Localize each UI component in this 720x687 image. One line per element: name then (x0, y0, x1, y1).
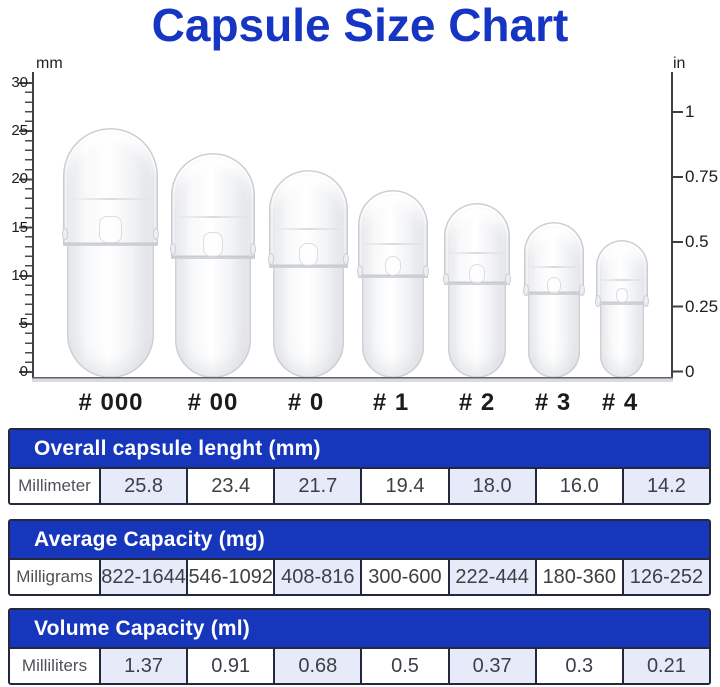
table-cell: 222-444 (447, 560, 535, 594)
size-label-3: # 3 (534, 389, 572, 416)
capsule-size-2 (443, 203, 511, 378)
table-average-capacity: Average Capacity (mg) Milligrams 822-164… (8, 519, 711, 596)
capsule-seam (447, 252, 507, 254)
table-overall-length-header: Overall capsule lenght (mm) (10, 430, 709, 467)
in-unit-label: in (673, 55, 686, 72)
table-volume-capacity: Volume Capacity (ml) Milliliters 1.37 0.… (8, 608, 711, 685)
table-cell: 0.21 (621, 649, 709, 683)
table-cell: 408-816 (273, 560, 361, 594)
mm-unit-label: mm (36, 55, 63, 72)
size-label-1: # 1 (372, 389, 410, 416)
size-label-2: # 2 (458, 389, 496, 416)
row-label: Millimeter (10, 469, 99, 503)
capsule-seam (68, 198, 153, 200)
table-cell: 25.8 (99, 469, 187, 503)
mm-minor-ticks (25, 82, 33, 375)
row-label: Milliliters (10, 649, 99, 683)
capsule-size-0 (268, 170, 349, 378)
capsule-size-1 (357, 190, 429, 378)
table-cell: 23.4 (186, 469, 273, 503)
table-cell: 0.3 (534, 649, 622, 683)
capsule-highlight (99, 215, 122, 243)
capsule-size-4 (595, 240, 649, 378)
in-tick-1: 1 (685, 102, 695, 121)
capsule-highlight (384, 255, 402, 277)
capsule-seam (176, 216, 250, 218)
capsule-highlight (299, 242, 318, 266)
in-tick-075: 0.75 (685, 167, 719, 186)
in-axis-line (671, 72, 673, 379)
capsule-dimple-right (579, 284, 585, 297)
table-overall-length: Overall capsule lenght (mm) Millimeter 2… (8, 428, 711, 505)
size-label-0: # 0 (287, 389, 325, 416)
mm-tick-10: 10 (11, 267, 28, 284)
capsule-dimple-left (268, 253, 274, 266)
table-cell: 19.4 (360, 469, 447, 503)
table-cell: 546-1092 (186, 560, 273, 594)
size-label-00: # 00 (187, 389, 239, 416)
capsule-seam (362, 242, 424, 245)
capsule-seam (599, 278, 645, 281)
baseline (32, 377, 673, 382)
mm-tick-5: 5 (19, 315, 28, 332)
size-label-4: # 4 (601, 389, 639, 416)
table-cell: 822-1644 (99, 560, 187, 594)
row-label: Milligrams (10, 560, 99, 594)
table-row: Milliliters 1.37 0.91 0.68 0.5 0.37 0.3 … (10, 647, 709, 683)
capsule-dimple-left (443, 273, 449, 285)
table-cell: 21.7 (273, 469, 361, 503)
capsule-dimple-right (153, 228, 159, 240)
size-label-000: # 000 (78, 389, 144, 416)
capsule-seam (527, 265, 581, 268)
table-cell: 0.37 (447, 649, 535, 683)
table-cell: 1.37 (99, 649, 187, 683)
table-cell: 0.91 (186, 649, 273, 683)
mm-tick-25: 25 (11, 122, 28, 139)
table-cell: 180-360 (534, 560, 622, 594)
capsule-size-000 (62, 128, 159, 378)
table-row: Milligrams 822-1644 546-1092 408-816 300… (10, 558, 709, 594)
page-title: Capsule Size Chart (151, 0, 569, 51)
in-tick-0: 0 (685, 362, 695, 381)
capsule-dimple-left (595, 295, 601, 308)
capsule-highlight (469, 264, 485, 284)
capsule-highlight (546, 276, 562, 294)
in-tick-025: 0.25 (685, 297, 719, 316)
capsule-seam (273, 228, 344, 231)
capsule-dimple-left (170, 243, 176, 255)
capsule-dimple-right (505, 273, 511, 285)
table-cell: 16.0 (534, 469, 622, 503)
capsule-dimple-right (643, 295, 649, 308)
capsule-size-00 (170, 153, 256, 378)
capsule-dimple-right (343, 253, 349, 266)
capsule-highlight (202, 231, 224, 257)
table-cell: 126-252 (621, 560, 709, 594)
table-row: Millimeter 25.8 23.4 21.7 19.4 18.0 16.0… (10, 467, 709, 503)
capsule-dimple-right (423, 265, 429, 278)
mm-tick-30: 30 (11, 74, 28, 91)
capsule-highlight (615, 288, 629, 304)
table-cell: 0.5 (360, 649, 447, 683)
in-tick-05: 0.5 (685, 232, 709, 251)
table-cell: 18.0 (447, 469, 535, 503)
capsule-dimple-left (357, 265, 363, 278)
capsule-dimple-right (250, 243, 256, 255)
table-cell: 300-600 (360, 560, 447, 594)
mm-axis-line (32, 72, 34, 379)
mm-tick-0: 0 (19, 363, 28, 380)
table-cell: 0.68 (273, 649, 361, 683)
table-volume-capacity-header: Volume Capacity (ml) (10, 610, 709, 647)
capsule-dimple-left (523, 284, 529, 297)
capsule-dimple-left (62, 228, 68, 240)
capsule-size-3 (523, 222, 585, 378)
table-cell: 14.2 (621, 469, 709, 503)
in-major-ticks (673, 111, 683, 374)
table-average-capacity-header: Average Capacity (mg) (10, 521, 709, 558)
mm-tick-15: 15 (11, 219, 28, 236)
mm-tick-20: 20 (11, 170, 28, 187)
